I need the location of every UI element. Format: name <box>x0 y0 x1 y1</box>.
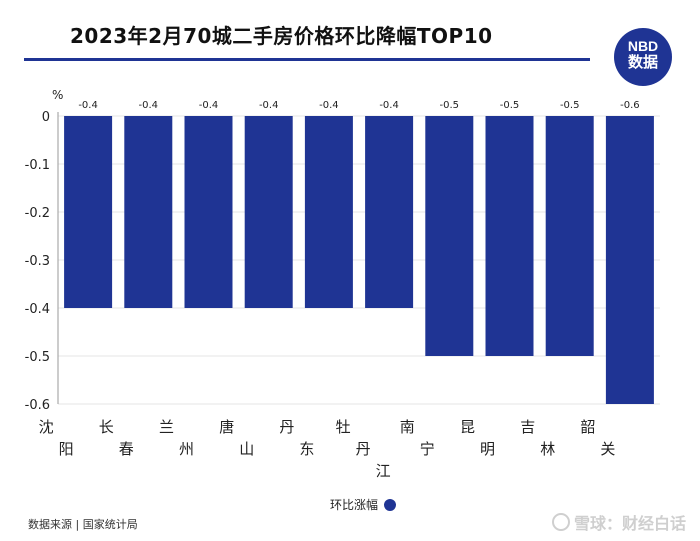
bar-1 <box>124 116 173 308</box>
data-label: -0.4 <box>199 100 219 111</box>
data-label: -0.4 <box>319 100 339 111</box>
y-tick-label: 0 <box>42 110 50 125</box>
x-tick-label-char: 长 <box>99 418 114 436</box>
bar-3 <box>244 116 293 308</box>
x-tick-label-char: 吉 <box>520 418 535 436</box>
y-tick-label: -0.4 <box>25 302 50 317</box>
x-tick-label-char: 唐 <box>219 418 234 436</box>
logo-text-data: 数据 <box>627 54 658 71</box>
x-tick-label-char: 昆 <box>460 418 475 436</box>
x-tick-label-char: 兰 <box>159 418 174 436</box>
bar-4 <box>304 116 353 308</box>
data-label: -0.5 <box>560 100 580 111</box>
y-tick-label: -0.1 <box>25 158 50 173</box>
data-label: -0.6 <box>620 100 640 111</box>
legend-marker <box>384 498 397 511</box>
data-label: -0.4 <box>379 100 399 111</box>
bar-5 <box>365 116 414 308</box>
x-tick-label-char: 江 <box>376 462 391 480</box>
y-tick-label: -0.2 <box>25 206 50 221</box>
x-tick-label-char: 关 <box>600 440 615 458</box>
y-tick-label: -0.6 <box>25 398 50 413</box>
x-tick-label-char: 丹 <box>279 418 294 436</box>
chart-title: 2023年2月70城二手房价格环比降幅TOP10 <box>70 24 493 48</box>
data-label: -0.5 <box>440 100 460 111</box>
logo-text-nbd: NBD <box>627 38 659 54</box>
y-axis-unit: % <box>52 88 64 102</box>
x-tick-label-char: 牡 <box>336 418 351 436</box>
y-tick-label: -0.5 <box>25 350 50 365</box>
bar-0 <box>64 116 113 308</box>
data-label: -0.4 <box>259 100 279 111</box>
watermark: 雪球：财经白话 <box>551 510 686 534</box>
x-tick-label-char: 宁 <box>420 440 435 458</box>
bar-6 <box>425 116 474 356</box>
y-tick-label: -0.3 <box>25 254 50 269</box>
x-tick-label-char: 山 <box>239 440 254 458</box>
bar-7 <box>485 116 534 356</box>
data-source: 数据来源 | 国家统计局 <box>28 518 138 531</box>
x-tick-label-char: 南 <box>400 418 415 436</box>
x-tick-label-char: 东 <box>299 440 314 458</box>
watermark-text: 雪球：财经白话 <box>573 514 686 533</box>
legend: 环比涨幅 <box>330 496 397 513</box>
data-label: -0.4 <box>139 100 159 111</box>
x-tick-label-char: 州 <box>179 440 194 458</box>
nbd-logo: NBD 数据 <box>614 28 672 86</box>
snowball-icon <box>551 513 570 531</box>
data-label: -0.5 <box>500 100 520 111</box>
bar-8 <box>545 116 594 356</box>
x-tick-label-char: 丹 <box>356 440 371 458</box>
x-tick-label-char: 林 <box>540 440 555 458</box>
legend-label: 环比涨幅 <box>330 498 379 512</box>
x-tick-label-char: 明 <box>480 440 495 458</box>
x-tick-label-char: 阳 <box>59 440 74 458</box>
bar-9 <box>605 116 654 404</box>
x-tick-label-char: 沈 <box>39 418 54 436</box>
x-tick-label-char: 韶 <box>580 418 595 436</box>
data-label: -0.4 <box>78 100 98 111</box>
x-tick-label-char: 春 <box>119 440 134 458</box>
title-underline <box>24 58 590 61</box>
bar-2 <box>184 116 233 308</box>
